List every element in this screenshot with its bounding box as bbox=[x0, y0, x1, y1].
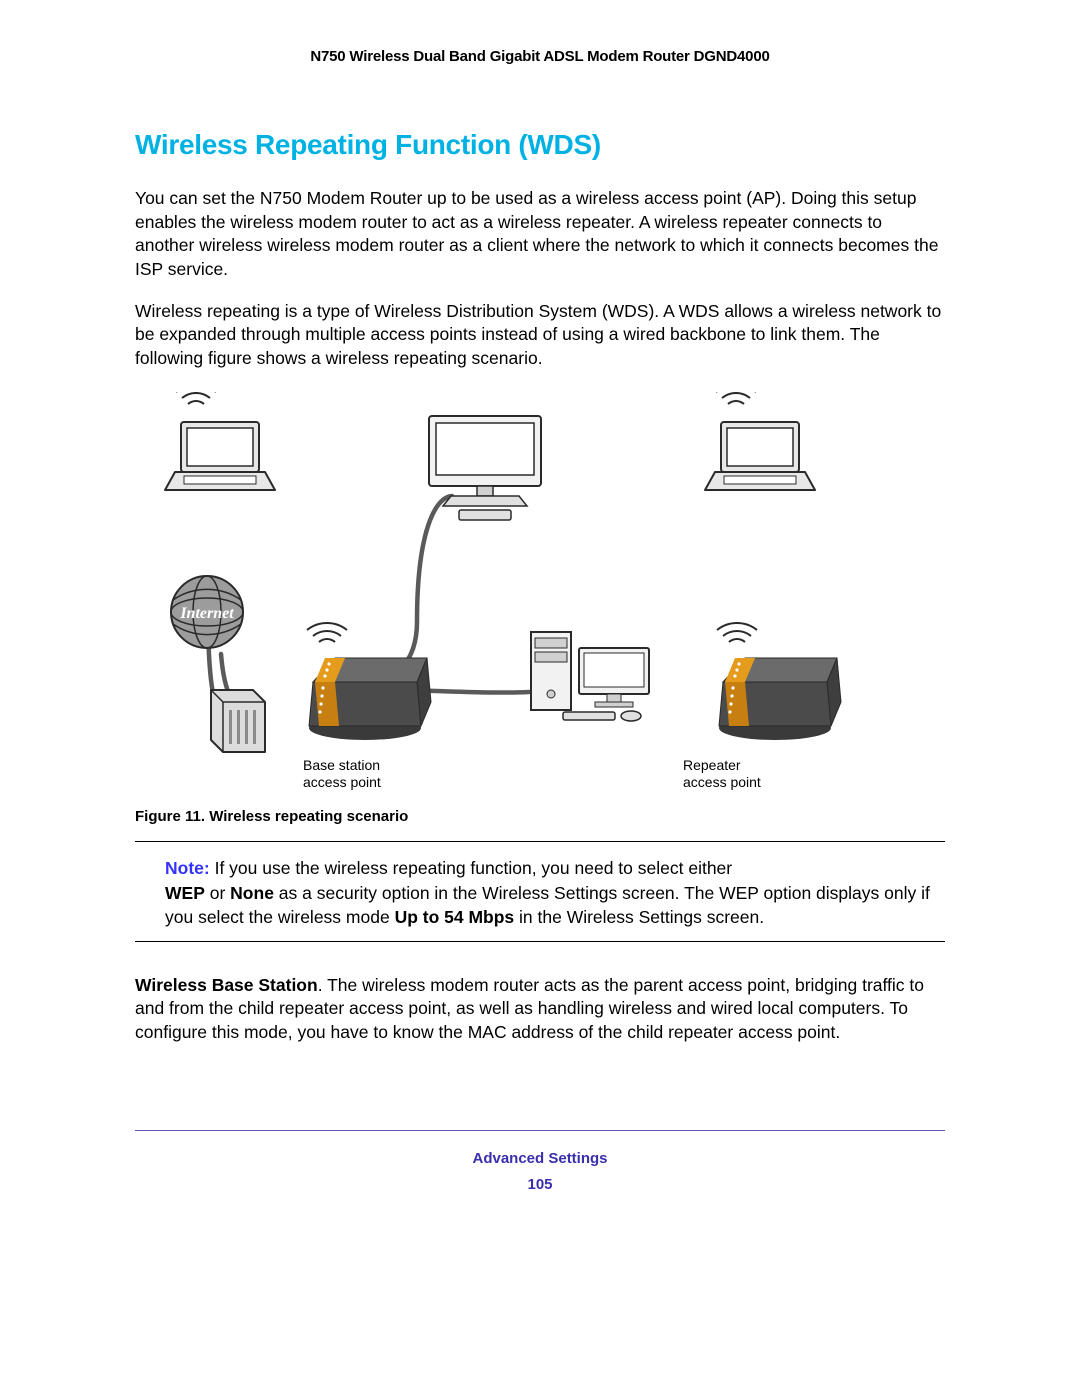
base-label-line1: Base station bbox=[303, 757, 380, 773]
note-bold-3: Up to 54 Mbps bbox=[395, 907, 515, 927]
note-text-4: in the Wireless Settings screen. bbox=[514, 907, 764, 927]
repeater-label-line1: Repeater bbox=[683, 757, 741, 773]
base-label-line2: access point bbox=[303, 774, 381, 790]
note-text-2: or bbox=[205, 883, 230, 903]
figure-caption: Figure 11. Wireless repeating scenario bbox=[135, 808, 945, 825]
doc-header-title: N750 Wireless Dual Band Gigabit ADSL Mod… bbox=[135, 48, 945, 65]
base-station-paragraph: Wireless Base Station. The wireless mode… bbox=[135, 974, 945, 1045]
base-station-bold: Wireless Base Station bbox=[135, 975, 318, 995]
figure-wds-scenario: Internet bbox=[135, 392, 945, 825]
svg-text:Internet: Internet bbox=[179, 605, 234, 622]
dsl-modem-icon bbox=[211, 690, 265, 752]
note-block: Note: If you use the wireless repeating … bbox=[135, 841, 945, 941]
base-router-icon bbox=[307, 623, 431, 740]
footer-page-number: 105 bbox=[0, 1176, 1080, 1193]
wds-diagram-svg: Internet bbox=[135, 392, 905, 802]
pc-desktop-icon bbox=[531, 632, 649, 721]
repeater-label-line2: access point bbox=[683, 774, 761, 790]
internet-globe-icon: Internet bbox=[171, 576, 243, 648]
intro-paragraph-1: You can set the N750 Modem Router up to … bbox=[135, 187, 945, 282]
note-text-1: If you use the wireless repeating functi… bbox=[210, 858, 732, 878]
section-heading: Wireless Repeating Function (WDS) bbox=[135, 129, 945, 161]
footer-section: Advanced Settings bbox=[0, 1150, 1080, 1167]
intro-paragraph-2: Wireless repeating is a type of Wireless… bbox=[135, 300, 945, 371]
laptop-right-icon bbox=[705, 392, 815, 490]
note-label: Note: bbox=[165, 858, 210, 878]
desktop-center-icon bbox=[429, 416, 541, 520]
note-bold-1: WEP bbox=[165, 883, 205, 903]
footer-divider bbox=[135, 1130, 945, 1131]
note-bold-2: None bbox=[230, 883, 274, 903]
repeater-router-icon bbox=[717, 623, 841, 740]
laptop-left-icon bbox=[165, 392, 275, 490]
